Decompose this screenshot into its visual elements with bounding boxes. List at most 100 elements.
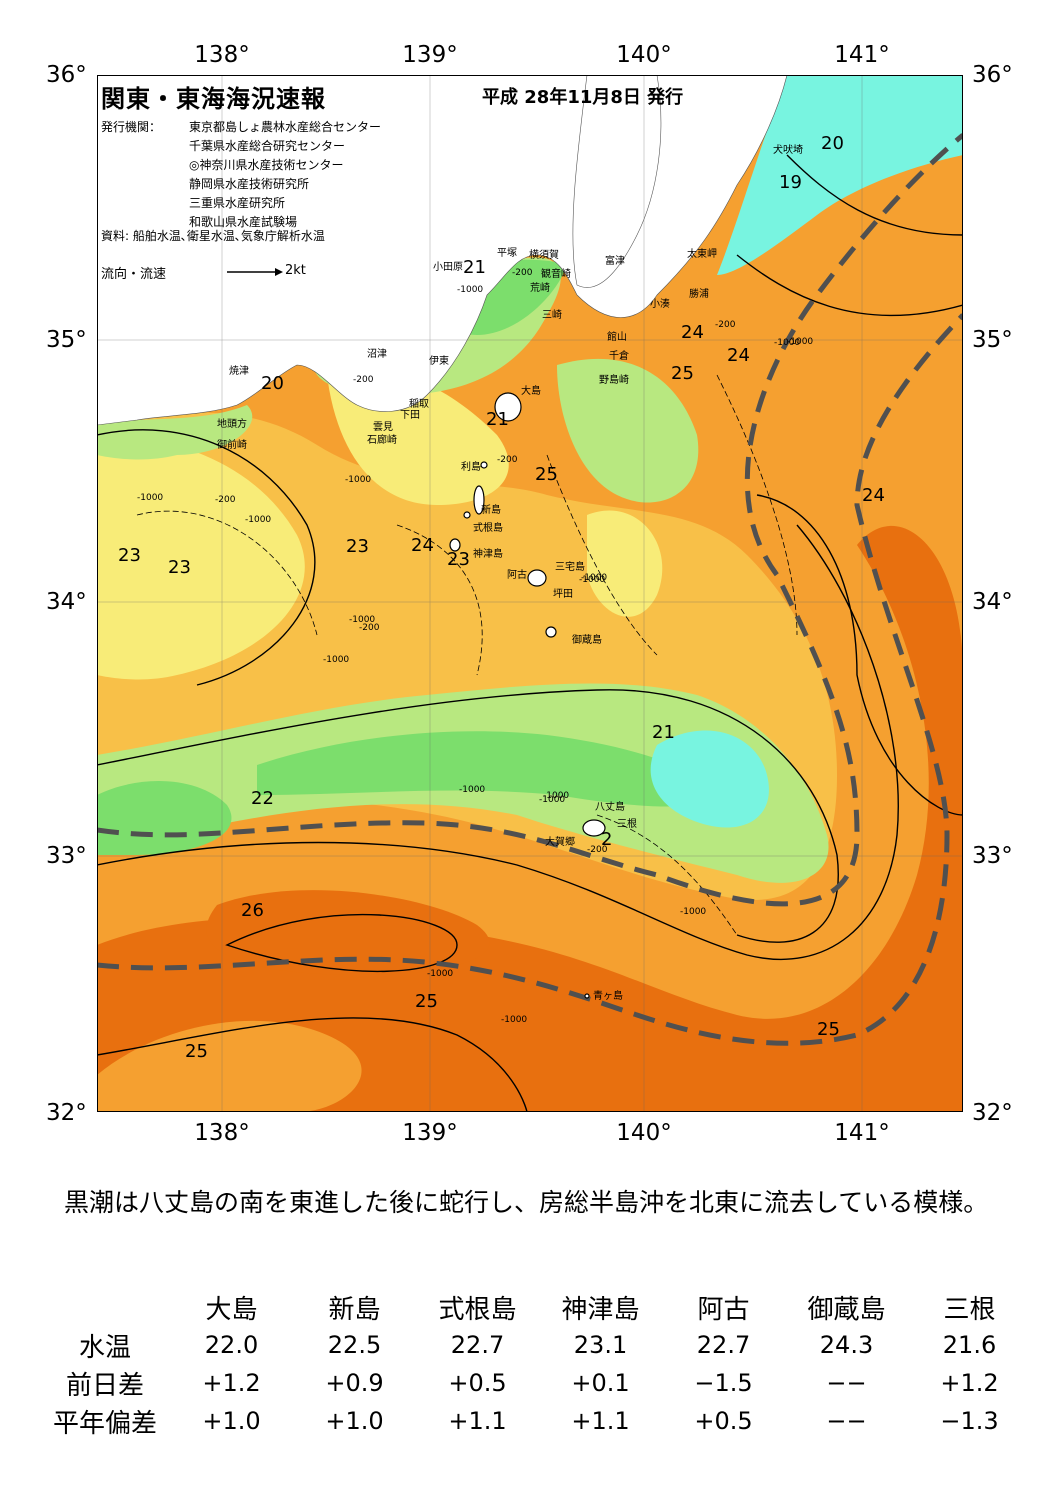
lat-label-32-left: 32° [46, 1100, 87, 1126]
issuer-item: 千葉県水産総合研究センター [189, 139, 346, 153]
issuer-item: 三重県水産研究所 [189, 196, 286, 210]
isotherm-label: 25 [535, 464, 558, 485]
table-cell: 22.7 [450, 1331, 505, 1359]
place-arasaki: 荒崎 [530, 283, 550, 294]
table-cell: −1.3 [940, 1407, 999, 1435]
place-taitomisaki: 太東岬 [687, 249, 717, 260]
issuer-item: ◎神奈川県水産技術センター [189, 158, 344, 172]
station-header: 三根 [943, 1294, 996, 1325]
depth-label: -200 [512, 268, 533, 278]
table-corner [40, 1288, 170, 1326]
depth-contours [136, 374, 798, 936]
depth-label: -1000 [345, 475, 372, 485]
lon-label-141-bottom: 141° [834, 1120, 890, 1146]
table-cell: 24.3 [819, 1331, 874, 1359]
place-numazu: 沼津 [367, 349, 387, 360]
table-cell: 23.1 [573, 1331, 628, 1359]
place-katsuura: 勝浦 [689, 289, 709, 300]
issuer-item: 静岡県水産技術研究所 [189, 177, 310, 191]
depth-label: -1000 [457, 285, 484, 295]
table-cell: +0.5 [448, 1369, 507, 1397]
isotherm-label: 25 [185, 1041, 208, 1062]
table-cell: −− [826, 1369, 867, 1397]
isotherm-label: 23 [346, 536, 369, 557]
table-cell: 22.5 [327, 1331, 382, 1359]
place-niijima: 新島 [481, 505, 501, 516]
kuroshio-axis [97, 133, 963, 1046]
lat-label-36-left: 36° [46, 62, 87, 88]
place-kannonzaki: 観音崎 [541, 269, 571, 280]
issuer-item: 和歌山県水産試験場 [189, 215, 298, 229]
current-legend-label: 流向・流速 [101, 267, 167, 282]
isotherm-label: 24 [862, 485, 885, 506]
station-header: 阿古 [697, 1294, 750, 1325]
place-tateyama: 館山 [607, 332, 627, 343]
isotherm-label: 21 [463, 257, 486, 278]
island-aogashima [584, 993, 590, 999]
table-cell: 22.7 [696, 1331, 751, 1359]
isotherm-label: 26 [241, 900, 264, 921]
place-aogashima: 青ヶ島 [593, 991, 623, 1002]
depth-label: -1000 [579, 575, 606, 585]
place-ito: 伊東 [429, 356, 449, 367]
row-label: 平年偏差 [52, 1408, 157, 1439]
depth-label: -200 [215, 495, 236, 505]
depth-label: -200 [587, 845, 608, 855]
depth-label: -200 [359, 623, 380, 633]
observation-table: 大島 新島 式根島 神津島 阿古 御蔵島 三根 水温 22.0 22.5 22.… [40, 1288, 1031, 1440]
place-sanne: 三根 [617, 819, 637, 830]
lat-label-34-left: 34° [46, 589, 87, 615]
depth-label: -200 [353, 375, 374, 385]
map-frame [97, 75, 963, 1112]
place-futtsu: 富津 [605, 256, 625, 267]
isotherm-label: 22 [251, 788, 274, 809]
place-mikurajima: 御蔵島 [572, 635, 602, 646]
depth-label: -1000 [459, 785, 486, 795]
depth-label: -1000 [501, 1015, 528, 1025]
isotherm-label: 23 [118, 545, 141, 566]
table-row: 平年偏差 +1.0 +1.0 +1.1 +1.1 +0.5 −− −1.3 [40, 1402, 1031, 1440]
depth-label: -1000 [787, 337, 814, 347]
place-inatori: 稲取 [409, 399, 429, 410]
isotherm-label: 24 [681, 322, 704, 343]
isotherm-label: 19 [779, 172, 802, 193]
table-cell: −− [826, 1407, 867, 1435]
issuer-label: 発行機関： [101, 120, 162, 134]
isotherm-label: 25 [671, 363, 694, 384]
table-cell: +1.1 [571, 1407, 630, 1435]
place-tsubota: 坪田 [553, 589, 573, 600]
place-chikura: 千倉 [609, 351, 629, 362]
place-yokosuka: 横須賀 [529, 250, 559, 261]
place-odawara: 小田原 [433, 262, 463, 273]
table-cell: +1.2 [202, 1369, 261, 1397]
depth-label: -1000 [581, 573, 608, 583]
issuer-list: 東京都島しょ農林水産総合センター 千葉県水産総合研究センター ◎神奈川県水産技術… [189, 118, 381, 232]
graticule [97, 75, 963, 1112]
sea-temperature-map: 関東・東海海況速報 平成 28年11月8日 発行 発行機関： 東京都島しょ農林水… [97, 75, 963, 1112]
row-label: 前日差 [65, 1370, 144, 1401]
isotherm-label: 2 [601, 829, 613, 850]
warm-dark-region-west [206, 890, 490, 975]
green-band-west [97, 781, 232, 855]
place-ako: 阿古 [507, 570, 527, 581]
place-kozushima: 神津島 [473, 549, 503, 560]
island-toshima [480, 461, 488, 469]
table-cell: +1.0 [325, 1407, 384, 1435]
kuroshio-axis-path-2 [97, 313, 963, 1046]
lon-label-140-bottom: 140° [616, 1120, 672, 1146]
isotherm-label: 20 [261, 373, 284, 394]
row-label: 水温 [78, 1332, 131, 1363]
place-shimoda: 下田 [400, 410, 420, 421]
isotherm-label: 24 [727, 345, 750, 366]
place-hiratsuka: 平塚 [497, 248, 517, 259]
island-miyakejima [527, 569, 547, 587]
depth-label: -1000 [680, 907, 707, 917]
lat-label-34-right: 34° [972, 589, 1013, 615]
table-cell: +0.1 [571, 1369, 630, 1397]
depth-label: -1000 [543, 791, 570, 801]
table-row: 前日差 +1.2 +0.9 +0.5 +0.1 −1.5 −− +1.2 [40, 1364, 1031, 1402]
isotherm-label: 23 [168, 557, 191, 578]
depth-label: -1000 [774, 338, 801, 348]
island-shikinejima [463, 511, 471, 519]
kuroshio-axis-path-1 [97, 133, 963, 907]
